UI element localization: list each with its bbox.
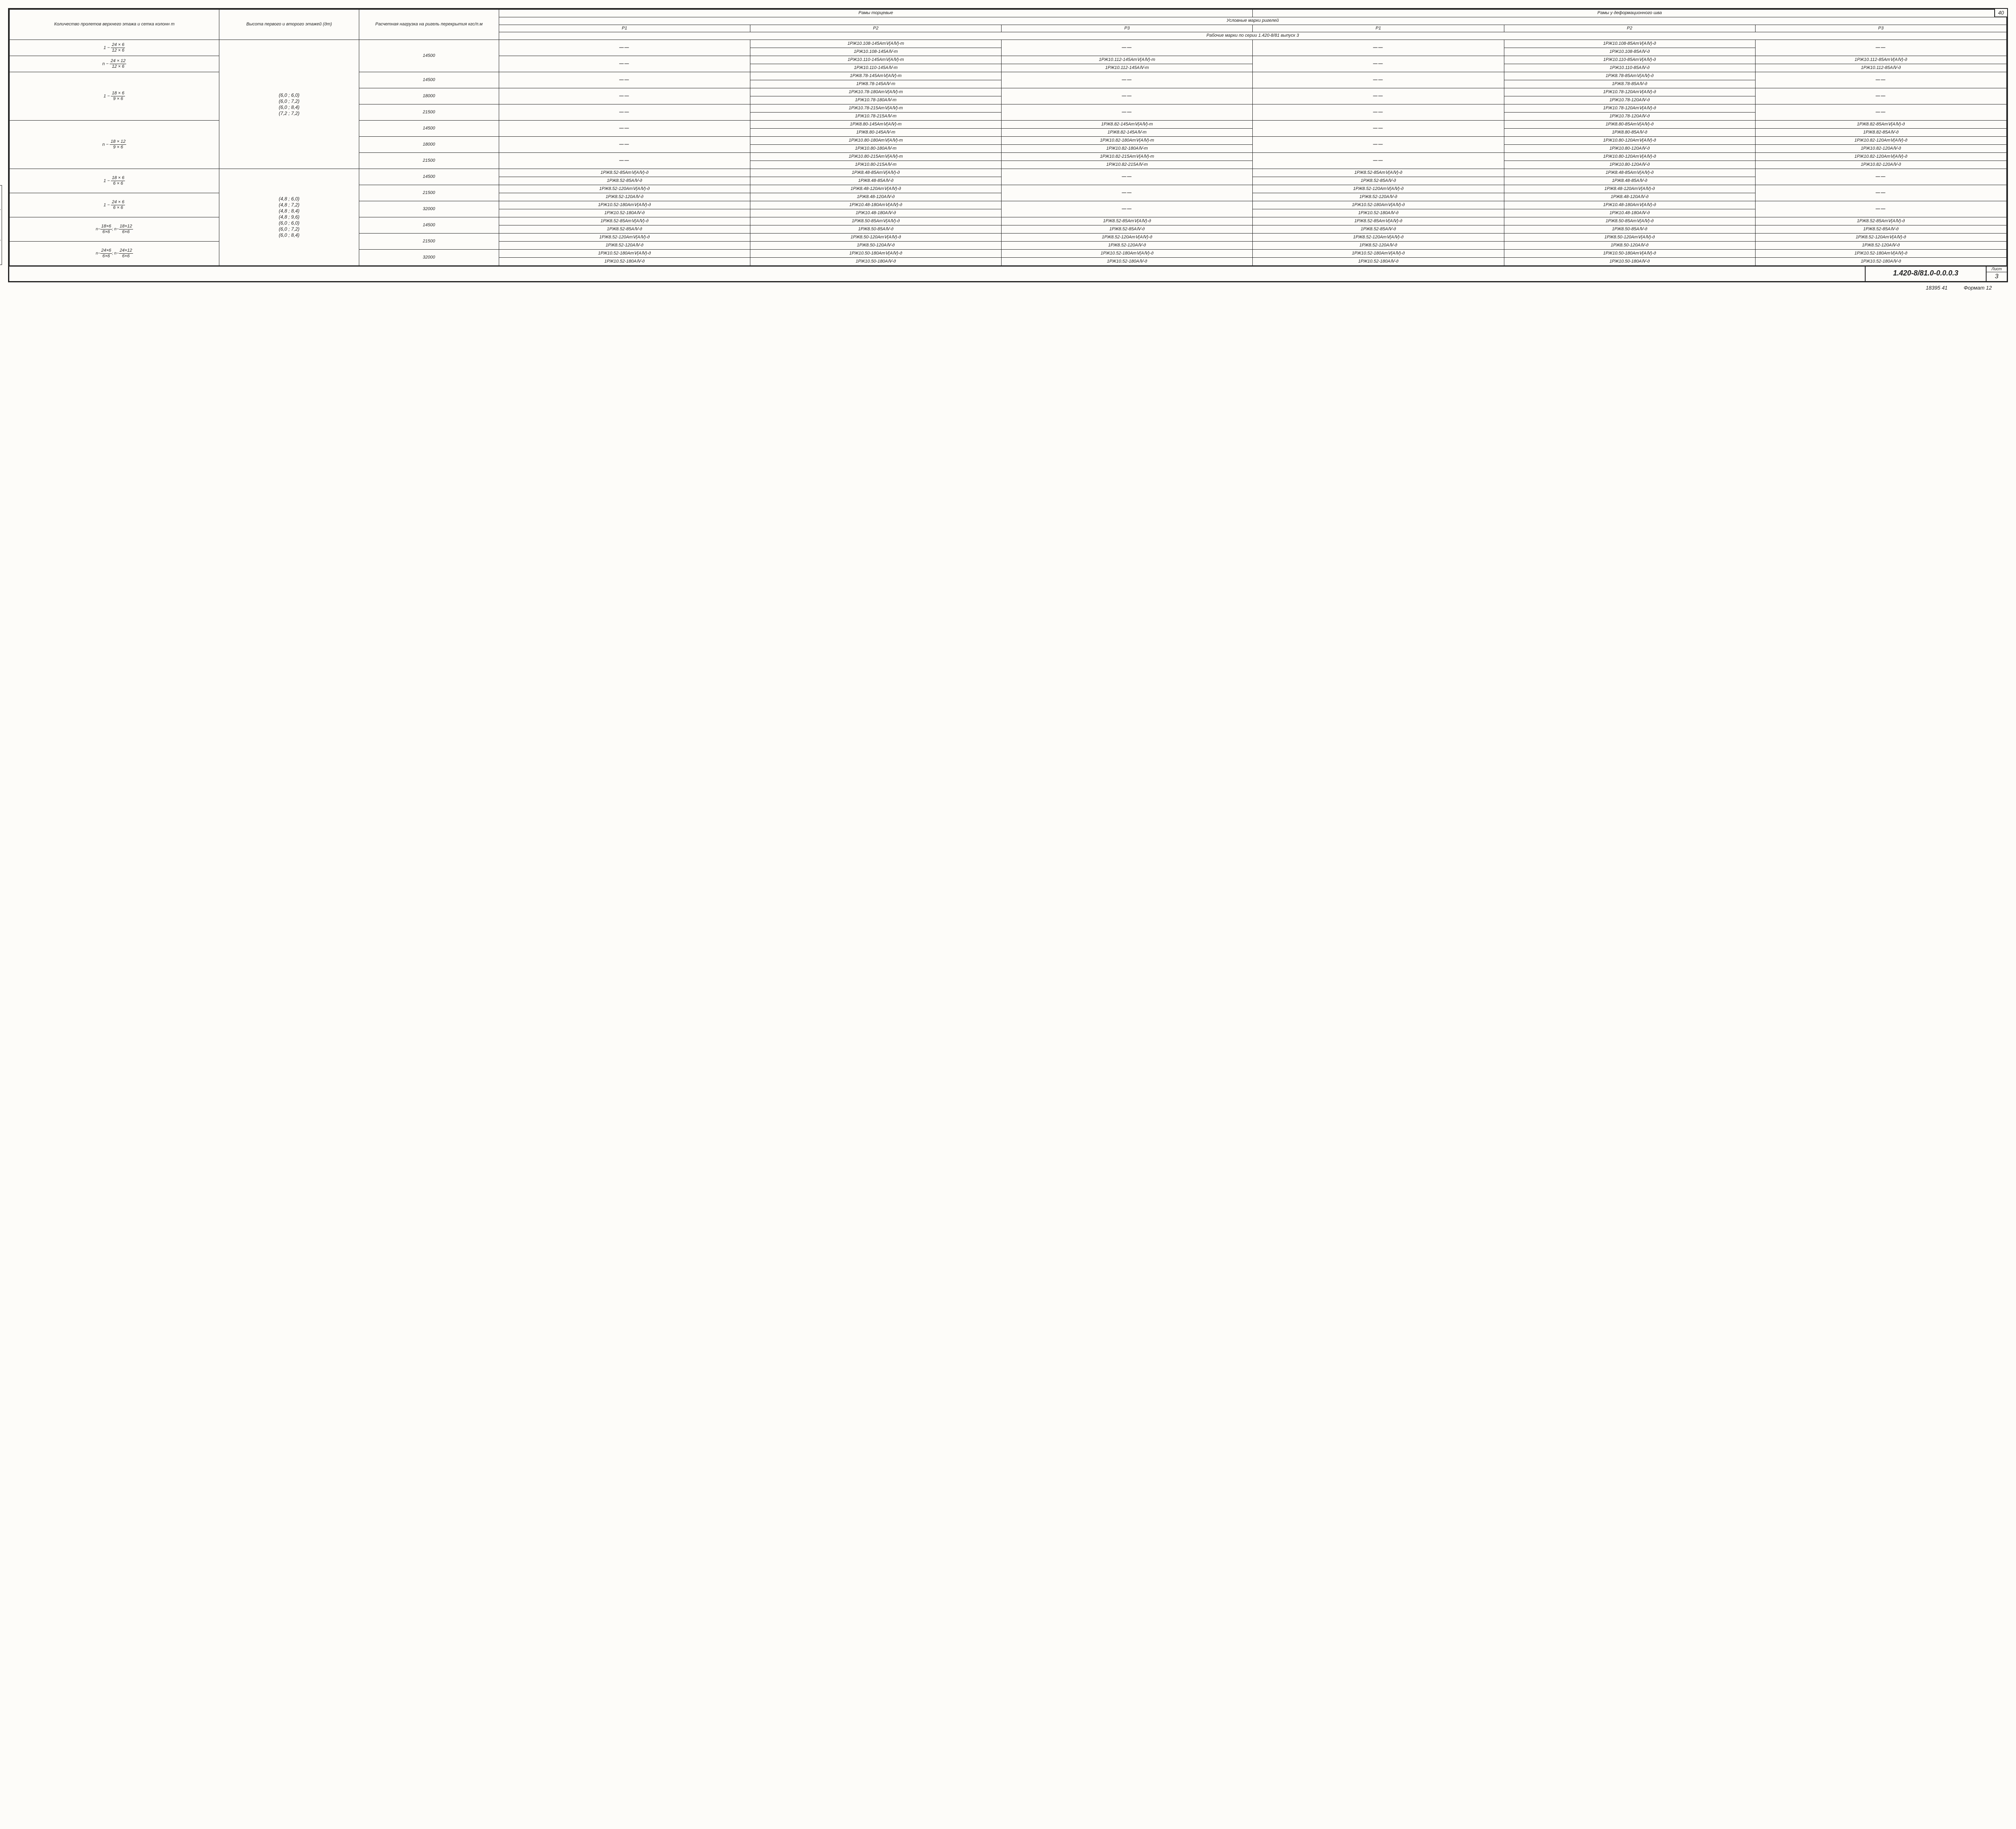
sheet-label: Лист	[1987, 267, 2007, 272]
c-r0-q3: ——	[1755, 40, 2006, 56]
c-r1-q3b: 1РЖ10.112-85АⅣ-д	[1755, 64, 2006, 72]
header-row-1: Количество пролетов верхнего этажа и сет…	[10, 10, 2007, 17]
side-stamp: Инв.№подл. | Подпись и дата | Взам.инв.№	[0, 185, 2, 265]
c-r1-p2b: 1РЖ10.110-145АⅣ-т	[750, 64, 1001, 72]
span-1b: n − 24 × 1212 × 6	[10, 56, 219, 72]
footer-a: 18395 41	[1926, 285, 1947, 291]
span-4b: 1 − 24 × 66 × 6	[10, 193, 219, 217]
c-r1-q3a: 1РЖ10.112-85АтⅤ(АⅣ)-д	[1755, 56, 2006, 64]
r0a: 1 − 24 × 612 × 6 (6,0 ; 6,0) (6,0 ; 7,2)…	[10, 40, 2007, 48]
span-1a: 1 − 24 × 612 × 6	[10, 40, 219, 56]
page-corner: 40	[1994, 8, 2008, 17]
main-table: Количество пролетов верхнего этажа и сет…	[9, 9, 2007, 266]
span-5b: n−24×66×6; n−24×126×6	[10, 242, 219, 266]
hdr-p2a: Р2	[750, 25, 1001, 32]
hdr-col2: Высота первого и второго этажей (дт)	[219, 10, 359, 40]
hdr-col3: Расчетная нагрузка на ригель перекрытия …	[359, 10, 499, 40]
c-r0-p3: ——	[1002, 40, 1253, 56]
hdr-workrow: Рабочие марки по серии 1.420-8/81 выпуск…	[499, 32, 2006, 40]
c-r1-q2b: 1РЖ10.110-85АⅣ-д	[1504, 64, 1755, 72]
hdr-group-end: Рамы торцевые	[499, 10, 1253, 17]
span-4a: 1 − 18 × 66 × 6	[10, 169, 219, 193]
c-r1-q2a: 1РЖ10.110-85АтⅤ(АⅣ)-д	[1504, 56, 1755, 64]
hdr-p3b: Р3	[1755, 25, 2006, 32]
sheet-number: 3	[1987, 272, 2007, 281]
load-2: 14500	[359, 72, 499, 88]
c-r1-q1: ——	[1253, 56, 1504, 72]
c-r0-p1: ——	[499, 40, 750, 56]
heights-b: (4,8 ; 6,0) (4,8 ; 7,2) (4,8 ; 8,4) (4,8…	[219, 169, 359, 266]
drawing-code: 1.420-8/81.0-0.0.0.3	[1866, 267, 1987, 281]
c-r0-p2a: 1РЖ10.108-145АтⅤ(АⅣ)-т	[750, 40, 1001, 48]
span-2: 1 − 18 × 69 × 6	[10, 72, 219, 121]
page-footer: 18395 41 Формат 12	[8, 282, 2008, 291]
span-3: n − 18 × 129 × 6	[10, 121, 219, 169]
c-r1-p1: ——	[499, 56, 750, 72]
c-r0-q2b: 1РЖ10.108-85АⅣ-д	[1504, 48, 1755, 56]
hdr-p1a: Р1	[499, 25, 750, 32]
c-r0-p2b: 1РЖ10.108-145АⅣ-т	[750, 48, 1001, 56]
c-r1-p2a: 1РЖ10.110-145АтⅤ(АⅣ)-т	[750, 56, 1001, 64]
hdr-subhead: Условные марки ригелей	[499, 17, 2006, 25]
hdr-col1: Количество пролетов верхнего этажа и сет…	[10, 10, 219, 40]
span-5a: n−18×66×6; n−18×126×6	[10, 217, 219, 242]
hdr-p3a: Р3	[1002, 25, 1253, 32]
heights-a: (6,0 ; 6,0) (6,0 ; 7,2) (6,0 ; 8,4) (7,2…	[219, 40, 359, 169]
hdr-p1b: Р1	[1253, 25, 1504, 32]
hdr-group-def: Рамы у деформационного шва	[1253, 10, 2007, 17]
title-block: 1.420-8/81.0-0.0.0.3 Лист 3	[9, 266, 2007, 281]
c-r1-p3b: 1РЖ10.112-145АⅣ-т	[1002, 64, 1253, 72]
c-r0-q1: ——	[1253, 40, 1504, 56]
c-r0-q2a: 1РЖ10.108-85АтⅤ(АⅣ)-д	[1504, 40, 1755, 48]
load-0: 14500	[359, 40, 499, 72]
c-r1-p3a: 1РЖ10.112-145АтⅤ(АⅣ)-т	[1002, 56, 1253, 64]
hdr-p2b: Р2	[1504, 25, 1755, 32]
drawing-sheet: 40 Инв.№подл. | Подпись и дата | Взам.ин…	[8, 8, 2008, 282]
footer-b: Формат 12	[1964, 285, 1992, 291]
